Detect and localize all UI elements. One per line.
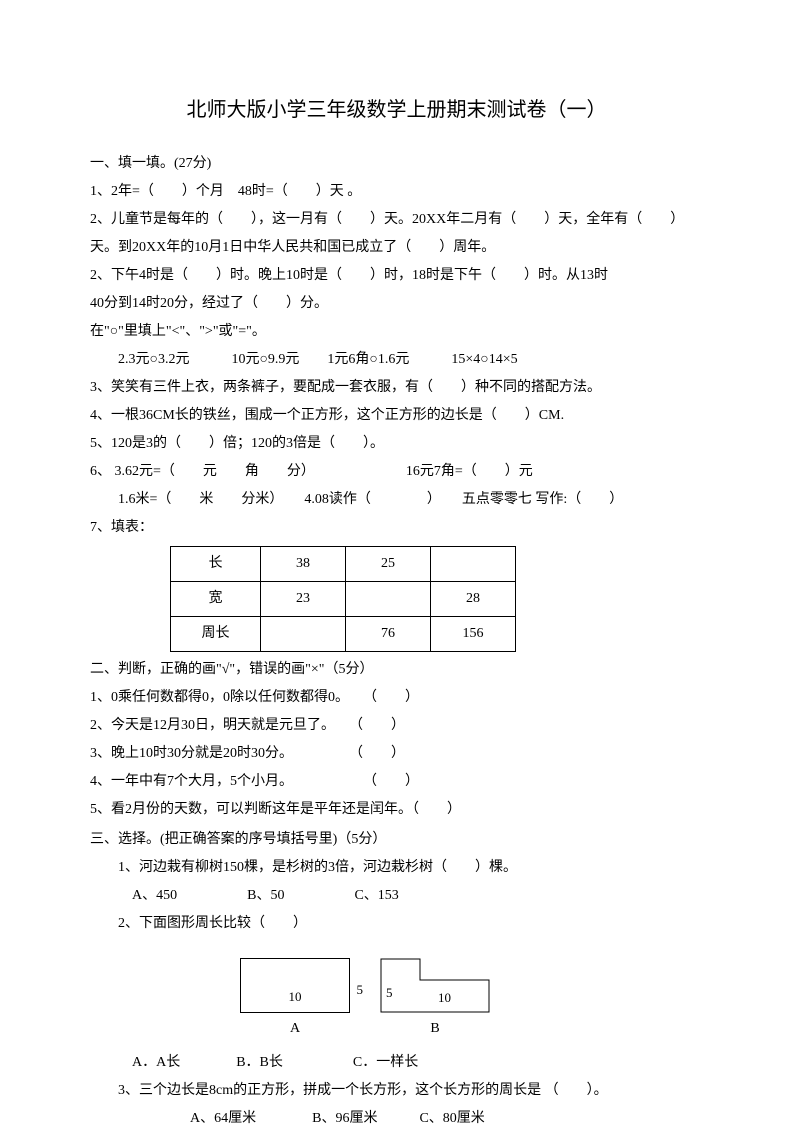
q3-2-opts: A．A长 B．B长 C．一样长 (90, 1049, 703, 1077)
q2-3: 3、晚上10时30分就是20时30分。 （ ） (90, 740, 703, 768)
section-1-header: 一、填一填。(27分) (90, 150, 703, 178)
q3-3: 3、三个边长是8cm的正方形，拼成一个长方形，这个长方形的周长是 （ ）。 (90, 1077, 703, 1105)
shape-a-right-label: 5 (357, 977, 364, 1003)
q1-3: 3、笑笑有三件上衣，两条裤子，要配成一套衣服，有（ ）种不同的搭配方法。 (90, 374, 703, 402)
q1-6b: 1.6米=（ 米 分米） 4.08读作（ ） 五点零零七 写作:（ ） (90, 486, 703, 514)
q2-5: 5、看2月份的天数，可以判断这年是平年还是闰年。（ ） (90, 796, 703, 824)
table-row: 长 38 25 (171, 547, 516, 582)
shape-a-wrap: 10 5 A (240, 958, 350, 1043)
q1-2b: 天。到20XX年的10月1日中华人民共和国已成立了（ ）周年。 (90, 234, 703, 262)
cell: 23 (261, 582, 346, 617)
shape-b-poly: 5 10 (380, 958, 490, 1013)
table-row: 周长 76 156 (171, 617, 516, 652)
shape-b-letter: B (430, 1015, 439, 1043)
fill-table: 长 38 25 宽 23 28 周长 76 156 (170, 546, 516, 652)
q1-2c: 2、下午4时是（ ）时。晚上10时是（ ）时，18时是下午（ ）时。从13时 (90, 262, 703, 290)
q3-1-opts: A、450 B、50 C、153 (90, 882, 703, 910)
section-2-header: 二、判断，正确的画"√"，错误的画"×"（5分） (90, 656, 703, 684)
cell: 28 (431, 582, 516, 617)
cell (346, 582, 431, 617)
table-row: 宽 23 28 (171, 582, 516, 617)
cell: 25 (346, 547, 431, 582)
shape-b-bottom-label: 10 (438, 985, 451, 1011)
q1-2a: 2、儿童节是每年的（ ），这一月有（ ）天。20XX年二月有（ ）天，全年有（ … (90, 206, 703, 234)
shape-a-bottom-label: 10 (289, 984, 302, 1010)
cell: 156 (431, 617, 516, 652)
shape-a-letter: A (290, 1015, 300, 1043)
q1-1: 1、2年=（ ）个月 48时=（ ）天 。 (90, 178, 703, 206)
q3-1: 1、河边栽有柳树150棵，是杉树的3倍，河边栽杉树（ ）棵。 (90, 854, 703, 882)
q1-4: 4、一根36CM长的铁丝，围成一个正方形，这个正方形的边长是（ ）CM. (90, 402, 703, 430)
q2-1: 1、0乘任何数都得0，0除以任何数都得0。 （ ） (90, 684, 703, 712)
section-3-header: 三、选择。(把正确答案的序号填括号里)（5分） (90, 826, 703, 854)
cell: 宽 (171, 582, 261, 617)
shape-a-rect: 10 5 (240, 958, 350, 1013)
q1-2e: 在"○"里填上"<"、">"或"="。 (90, 318, 703, 346)
q3-2: 2、下面图形周长比较（ ） (90, 910, 703, 938)
page-title: 北师大版小学三年级数学上册期末测试卷（一） (90, 90, 703, 130)
q2-4: 4、一年中有7个大月，5个小月。 （ ） (90, 768, 703, 796)
q1-7: 7、填表： (90, 514, 703, 542)
q1-5: 5、120是3的（ ）倍；120的3倍是（ ）。 (90, 430, 703, 458)
cell: 38 (261, 547, 346, 582)
q1-2f: 2.3元○3.2元 10元○9.9元 1元6角○1.6元 15×4○14×5 (90, 346, 703, 374)
shape-b-svg (380, 958, 490, 1013)
shape-b-wrap: 5 10 B (380, 958, 490, 1043)
cell (261, 617, 346, 652)
cell: 长 (171, 547, 261, 582)
q1-2d: 40分到14时20分，经过了（ ）分。 (90, 290, 703, 318)
shape-b-left-label: 5 (386, 980, 393, 1006)
cell: 76 (346, 617, 431, 652)
q1-6a: 6、 3.62元=（ 元 角 分） 16元7角=（ ）元 (90, 458, 703, 486)
q2-2: 2、今天是12月30日，明天就是元旦了。 （ ） (90, 712, 703, 740)
cell: 周长 (171, 617, 261, 652)
cell (431, 547, 516, 582)
q3-3-opts: A、64厘米 B、96厘米 C、80厘米 (90, 1105, 703, 1133)
shapes-row: 10 5 A 5 10 B (240, 958, 703, 1043)
